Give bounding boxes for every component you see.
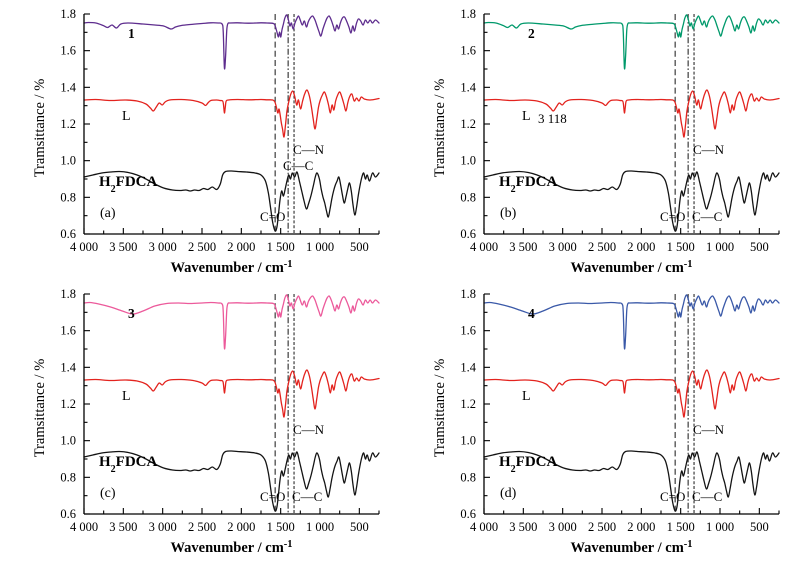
svg-text:1 000: 1 000 — [306, 240, 334, 254]
svg-text:3 500: 3 500 — [109, 520, 137, 534]
svg-text:C—N: C—N — [693, 142, 725, 157]
svg-text:3 500: 3 500 — [509, 520, 537, 534]
svg-text:3 000: 3 000 — [149, 240, 177, 254]
svg-text:500: 500 — [750, 240, 769, 254]
svg-text:Wavenumber / cm-1: Wavenumber / cm-1 — [570, 259, 692, 277]
svg-text:2 000: 2 000 — [627, 240, 655, 254]
svg-text:C—C: C—C — [692, 489, 722, 504]
svg-text:3 000: 3 000 — [549, 520, 577, 534]
svg-text:1.6: 1.6 — [460, 324, 476, 338]
svg-text:1.0: 1.0 — [460, 434, 476, 448]
svg-text:2 500: 2 500 — [188, 240, 216, 254]
svg-text:Wavenumber / cm-1: Wavenumber / cm-1 — [170, 259, 292, 277]
svg-text:0.6: 0.6 — [60, 227, 76, 241]
svg-text:L: L — [122, 109, 131, 124]
svg-text:1.2: 1.2 — [60, 117, 76, 131]
svg-text:C=O: C=O — [660, 489, 685, 504]
svg-text:1 500: 1 500 — [667, 520, 695, 534]
svg-text:Tramsittance / %: Tramsittance / % — [32, 79, 48, 178]
svg-text:1.4: 1.4 — [460, 360, 476, 374]
svg-text:1 000: 1 000 — [706, 240, 734, 254]
svg-text:4 000: 4 000 — [470, 520, 498, 534]
svg-text:1.4: 1.4 — [60, 80, 76, 94]
svg-text:3 000: 3 000 — [549, 240, 577, 254]
svg-text:0.8: 0.8 — [460, 470, 476, 484]
svg-text:3 500: 3 500 — [109, 240, 137, 254]
svg-text:1.8: 1.8 — [60, 7, 76, 21]
svg-text:1 500: 1 500 — [267, 240, 295, 254]
svg-text:0.8: 0.8 — [60, 470, 76, 484]
svg-text:1.4: 1.4 — [460, 80, 476, 94]
svg-text:2 000: 2 000 — [227, 240, 255, 254]
svg-text:0.8: 0.8 — [60, 190, 76, 204]
svg-text:1.8: 1.8 — [60, 287, 76, 301]
svg-text:C—C: C—C — [692, 209, 722, 224]
svg-text:0.8: 0.8 — [460, 190, 476, 204]
svg-text:2: 2 — [528, 26, 535, 41]
svg-text:C—C: C—C — [292, 489, 322, 504]
svg-text:1.8: 1.8 — [460, 7, 476, 21]
svg-text:500: 500 — [350, 520, 369, 534]
svg-text:0.6: 0.6 — [460, 507, 476, 521]
svg-text:1.2: 1.2 — [60, 397, 76, 411]
svg-text:1.8: 1.8 — [460, 287, 476, 301]
svg-text:4 000: 4 000 — [70, 520, 98, 534]
svg-text:1.6: 1.6 — [60, 44, 76, 58]
svg-text:L: L — [122, 389, 131, 404]
svg-text:1: 1 — [128, 26, 135, 41]
svg-text:2 000: 2 000 — [227, 520, 255, 534]
svg-text:L: L — [522, 389, 531, 404]
svg-text:C=O: C=O — [260, 209, 285, 224]
svg-text:4 000: 4 000 — [70, 240, 98, 254]
svg-text:1 500: 1 500 — [267, 520, 295, 534]
svg-text:0.6: 0.6 — [460, 227, 476, 241]
svg-text:500: 500 — [750, 520, 769, 534]
svg-text:C—C: C—C — [283, 158, 313, 173]
svg-text:C—N: C—N — [293, 422, 325, 437]
svg-text:(a): (a) — [100, 206, 116, 221]
svg-text:1.4: 1.4 — [60, 360, 76, 374]
svg-text:4: 4 — [528, 306, 535, 321]
svg-text:3 118: 3 118 — [538, 111, 567, 126]
svg-text:(c): (c) — [100, 486, 116, 501]
svg-text:(d): (d) — [500, 486, 517, 501]
svg-text:2 500: 2 500 — [588, 240, 616, 254]
svg-text:C—N: C—N — [693, 422, 725, 437]
svg-text:3 000: 3 000 — [149, 520, 177, 534]
svg-text:1 000: 1 000 — [706, 520, 734, 534]
svg-text:Tramsittance / %: Tramsittance / % — [32, 359, 48, 458]
svg-text:Wavenumber / cm-1: Wavenumber / cm-1 — [170, 539, 292, 557]
svg-text:3: 3 — [128, 306, 135, 321]
svg-text:C=O: C=O — [260, 489, 285, 504]
svg-text:(b): (b) — [500, 206, 517, 221]
svg-text:Wavenumber / cm-1: Wavenumber / cm-1 — [570, 539, 692, 557]
svg-text:C—N: C—N — [293, 142, 325, 157]
svg-text:L: L — [522, 109, 531, 124]
svg-text:Tramsittance / %: Tramsittance / % — [432, 79, 448, 178]
svg-text:1.0: 1.0 — [460, 154, 476, 168]
svg-text:1.6: 1.6 — [460, 44, 476, 58]
svg-text:1.0: 1.0 — [60, 154, 76, 168]
svg-text:1.2: 1.2 — [460, 397, 476, 411]
svg-text:0.6: 0.6 — [60, 507, 76, 521]
svg-text:3 500: 3 500 — [509, 240, 537, 254]
svg-text:2 500: 2 500 — [188, 520, 216, 534]
svg-text:1.2: 1.2 — [460, 117, 476, 131]
svg-text:1 500: 1 500 — [667, 240, 695, 254]
svg-text:1.0: 1.0 — [60, 434, 76, 448]
svg-text:500: 500 — [350, 240, 369, 254]
svg-text:Tramsittance / %: Tramsittance / % — [432, 359, 448, 458]
svg-text:C=O: C=O — [660, 209, 685, 224]
svg-text:1.6: 1.6 — [60, 324, 76, 338]
svg-text:2 000: 2 000 — [627, 520, 655, 534]
svg-text:4 000: 4 000 — [470, 240, 498, 254]
svg-text:1 000: 1 000 — [306, 520, 334, 534]
svg-text:2 500: 2 500 — [588, 520, 616, 534]
